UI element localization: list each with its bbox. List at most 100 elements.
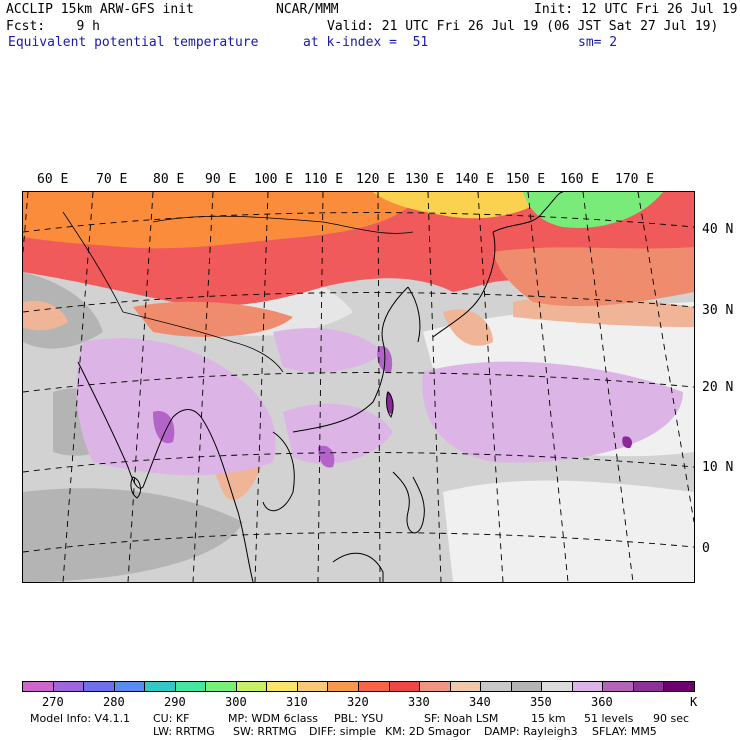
coast-borneo — [332, 552, 384, 582]
model-pbl: PBL: YSU — [334, 712, 384, 725]
model-mp: MP: WDM 6class — [228, 712, 318, 725]
model-resolution: 15 km — [531, 712, 566, 725]
lon-label: 60 E — [37, 172, 69, 187]
field-peach-japan — [443, 309, 493, 346]
colorbar-swatch — [53, 682, 85, 691]
border-himalaya — [122, 311, 284, 373]
colorbar-swatch — [114, 682, 146, 691]
coast-indochina — [200, 416, 254, 582]
colorbar-swatch — [297, 682, 329, 691]
colorbar-swatch — [206, 682, 237, 691]
field-salmon-tibet — [133, 301, 293, 337]
model-diff: DIFF: simple — [309, 725, 377, 738]
coast-philippines — [392, 471, 425, 534]
lon-label: 150 E — [506, 172, 546, 187]
header-valid-time: Valid: 21 UTC Fri 26 Jul 19 (06 JST Sat … — [327, 19, 719, 34]
lat-label: 30 N — [702, 303, 734, 318]
colorbar-label: 300 — [225, 695, 247, 709]
lon-label: 120 E — [356, 172, 396, 187]
colorbar-swatch — [420, 682, 451, 691]
colorbar-label: 310 — [286, 695, 308, 709]
model-levels: 51 levels — [584, 712, 634, 725]
field-yellow-north — [373, 192, 553, 219]
model-version: Model Info: V4.1.1 — [30, 712, 131, 725]
colorbar-swatch — [542, 682, 573, 691]
colorbar-label: 360 — [591, 695, 613, 709]
colorbar-swatch — [389, 682, 421, 691]
lat-label: 10 N — [702, 460, 734, 475]
lon-label: 130 E — [405, 172, 445, 187]
graticule — [23, 192, 694, 582]
lon-label: 110 E — [304, 172, 344, 187]
field-lavender-china — [273, 328, 383, 372]
field-name: Equivalent potential temperature — [8, 35, 259, 50]
colorbar-swatch — [84, 682, 115, 691]
field-light-south — [443, 480, 694, 582]
model-sw: SW: RRTMG — [233, 725, 297, 738]
header-init-time: Init: 12 UTC Fri 26 Jul 19 — [534, 2, 738, 17]
colorbar-swatch — [359, 682, 390, 691]
header-forecast-hour: Fcst: 9 h — [6, 19, 100, 34]
model-damp: DAMP: Rayleigh3 — [484, 725, 578, 738]
coast-srilanka — [130, 476, 141, 499]
lat-label: 20 N — [702, 380, 734, 395]
colorbar-label: 270 — [42, 695, 64, 709]
border-mongolia — [152, 215, 414, 234]
field-lavender-india — [76, 338, 276, 476]
coast-taiwan — [386, 391, 394, 418]
lon-label: 170 E — [615, 172, 655, 187]
model-sf: SF: Noah LSM — [424, 712, 499, 725]
colorbar — [22, 681, 695, 692]
colorbar-label: 340 — [469, 695, 491, 709]
lat-label: 40 N — [702, 222, 734, 237]
colorbar-swatch — [267, 682, 298, 691]
model-cu: CU: KF — [153, 712, 190, 725]
field-green-north — [523, 192, 663, 228]
model-timestep: 90 sec — [653, 712, 690, 725]
field-level: at k-index = 51 — [303, 35, 429, 50]
field-purple-scs — [318, 445, 335, 468]
colorbar-label: 290 — [164, 695, 186, 709]
coast-japan — [432, 231, 496, 338]
field-darkpurple-pacific — [622, 436, 633, 449]
colorbar-swatch — [481, 682, 512, 691]
colorbar-swatch — [511, 682, 543, 691]
coast-russia-east — [492, 192, 564, 233]
field-smoothing: sm= 2 — [578, 35, 618, 50]
colorbar-label: 320 — [347, 695, 369, 709]
model-sflay: SFLAY: MM5 — [592, 725, 657, 738]
field-gray-south — [23, 488, 243, 582]
model-km: KM: 2D Smagor — [385, 725, 471, 738]
field-purple-bob — [153, 411, 175, 444]
lon-label: 80 E — [153, 172, 185, 187]
colorbar-swatch — [603, 682, 634, 691]
colorbar-swatch — [572, 682, 604, 691]
coast-vietnam — [262, 431, 295, 512]
colorbar-label: 280 — [103, 695, 125, 709]
lon-label: 90 E — [205, 172, 237, 187]
lon-label: 140 E — [455, 172, 495, 187]
header-title: ACCLIP 15km ARW-GFS init — [6, 2, 194, 17]
colorbar-label: 330 — [408, 695, 430, 709]
colorbar-swatch — [145, 682, 176, 691]
lon-label: 70 E — [96, 172, 128, 187]
lon-label: 160 E — [560, 172, 600, 187]
coast-india — [77, 361, 202, 489]
lat-label: 0 — [702, 541, 710, 556]
model-lw: LW: RRTMG — [153, 725, 215, 738]
lon-label: 100 E — [254, 172, 294, 187]
coastlines — [77, 192, 564, 582]
borders — [62, 211, 414, 373]
colorbar-swatch — [450, 682, 482, 691]
coast-korea — [407, 286, 421, 343]
colorbar-swatch — [328, 682, 360, 691]
colorbar-swatch — [633, 682, 665, 691]
field-salmon-pacific — [493, 247, 694, 307]
coast-china — [292, 286, 409, 433]
colorbar-swatch — [175, 682, 207, 691]
colorbar-swatch — [236, 682, 268, 691]
border-central-asia — [62, 211, 124, 313]
colorbar-label: 350 — [530, 695, 552, 709]
field-lavender-wpac — [422, 361, 683, 463]
colorbar-swatch — [23, 682, 54, 691]
